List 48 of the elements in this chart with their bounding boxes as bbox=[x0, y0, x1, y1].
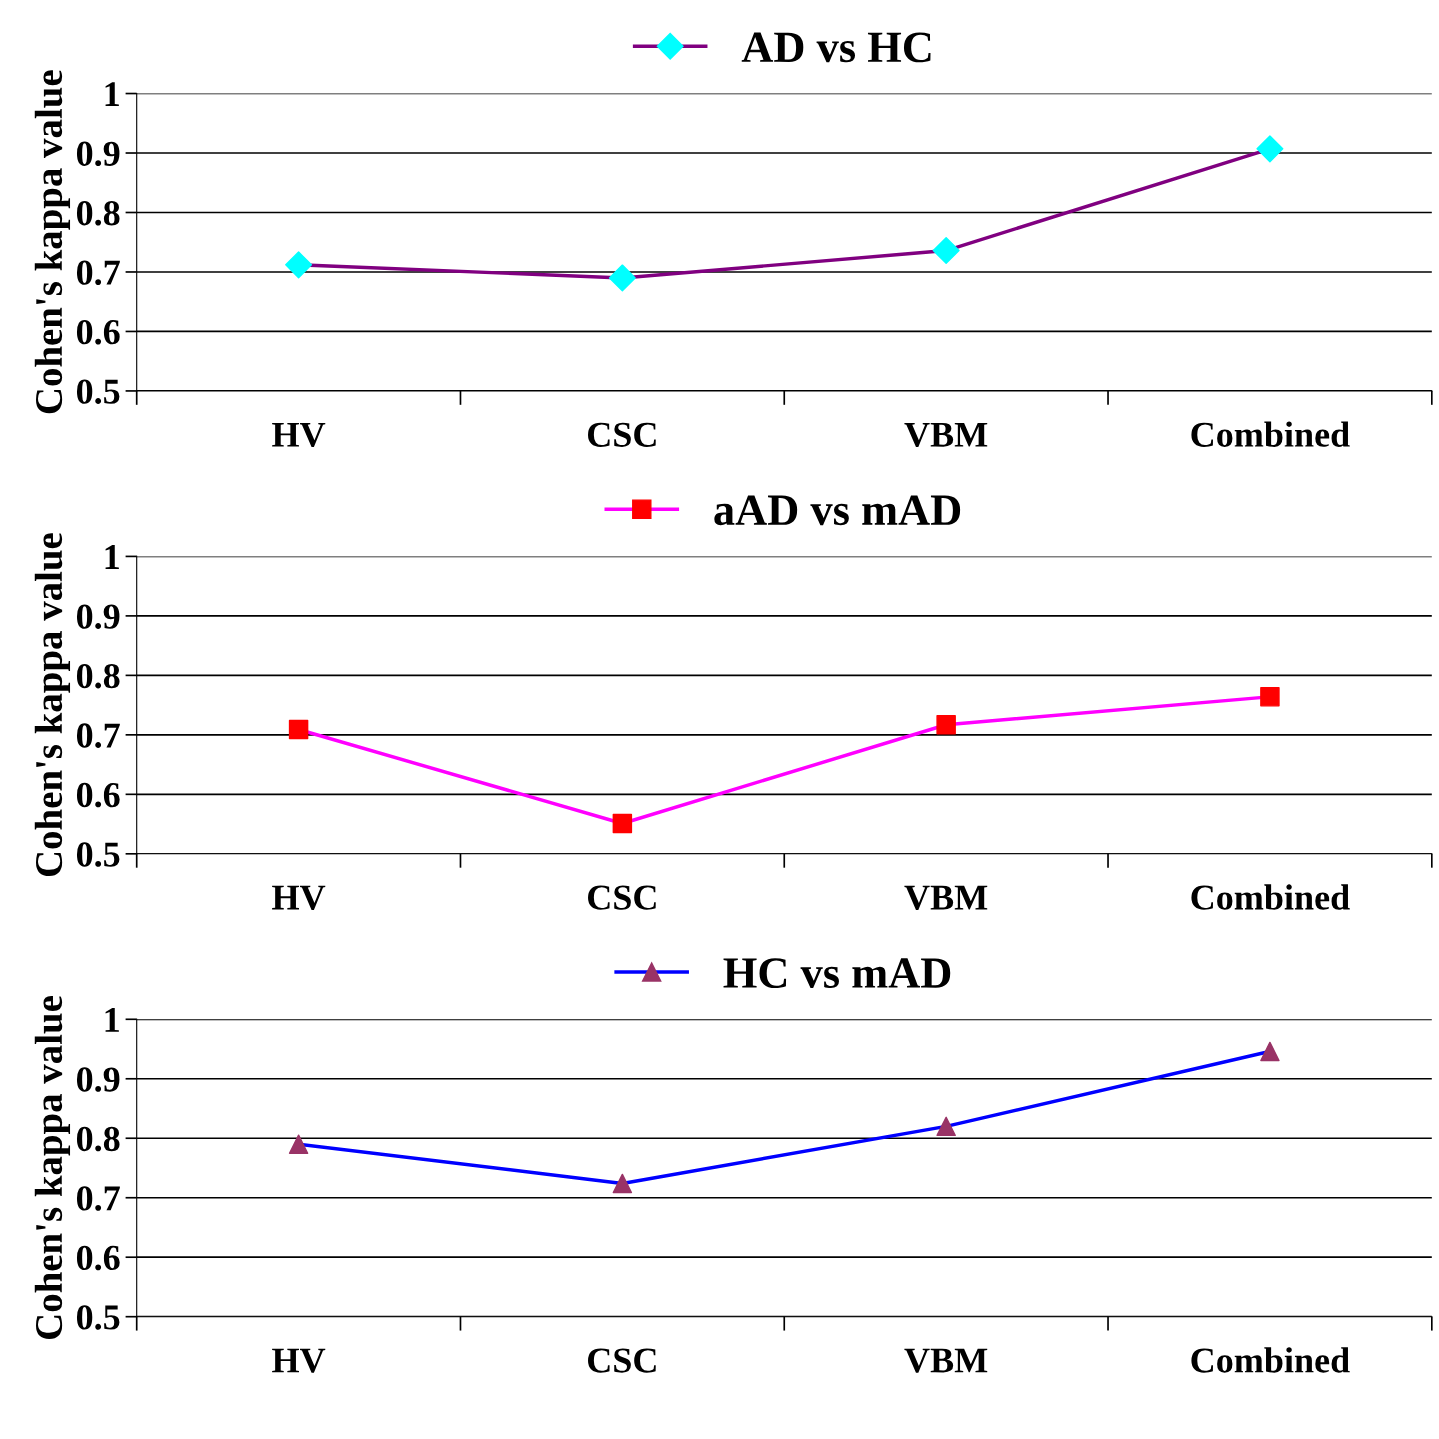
legend-label: HC vs mAD bbox=[723, 958, 951, 989]
point bbox=[1260, 687, 1280, 707]
x-tick-label: VBM bbox=[904, 422, 988, 448]
y-axis-title: Cohen's kappa value bbox=[34, 996, 71, 1339]
y-tick-label: 0.7 bbox=[76, 723, 120, 748]
x-tick-label: Combined bbox=[1191, 884, 1350, 910]
y-tick-label: 0.6 bbox=[76, 1245, 120, 1271]
x-tick-label: HV bbox=[272, 1348, 326, 1373]
y-tick-label: 0.7 bbox=[76, 1186, 120, 1211]
y-tick-label: 0.5 bbox=[76, 379, 120, 404]
point bbox=[1256, 135, 1284, 163]
y-tick-label: 0.5 bbox=[76, 1305, 120, 1330]
y-tick-label: 1 bbox=[105, 545, 119, 569]
point bbox=[612, 1173, 633, 1194]
point bbox=[932, 237, 960, 265]
y-tick-label: 0.5 bbox=[76, 842, 120, 867]
y-axis-title: Cohen's kappa value bbox=[34, 533, 71, 877]
x-tick-label: CSC bbox=[588, 1348, 656, 1373]
x-tick-label: VBM bbox=[904, 1348, 988, 1373]
point bbox=[288, 1134, 309, 1154]
y-tick-label: 0.9 bbox=[76, 604, 120, 629]
x-tick-label: CSC bbox=[588, 885, 656, 910]
legend-label: AD vs HC bbox=[741, 32, 931, 63]
point bbox=[936, 714, 956, 735]
x-tick-label: Combined bbox=[1191, 421, 1350, 447]
y-tick-label: 0.7 bbox=[76, 260, 120, 286]
x-tick-label: Combined bbox=[1191, 1347, 1350, 1373]
point bbox=[288, 719, 309, 740]
y-tick-label: 1 bbox=[105, 1007, 119, 1032]
legend-label: aAD vs mAD bbox=[714, 495, 961, 526]
x-tick-label: HV bbox=[272, 422, 326, 448]
point bbox=[612, 813, 633, 834]
y-tick-label: 0.9 bbox=[76, 141, 120, 167]
y-axis-title: Cohen's kappa value bbox=[34, 70, 71, 414]
point bbox=[285, 251, 313, 279]
y-tick-label: 0.6 bbox=[76, 782, 120, 808]
x-tick-label: HV bbox=[272, 885, 326, 910]
point bbox=[608, 264, 636, 292]
y-tick-label: 1 bbox=[105, 82, 119, 107]
y-tick-label: 0.8 bbox=[76, 1126, 120, 1152]
point bbox=[936, 1116, 956, 1137]
y-tick-label: 0.9 bbox=[76, 1067, 120, 1092]
point bbox=[1260, 1041, 1280, 1062]
y-tick-label: 0.6 bbox=[76, 319, 120, 345]
x-tick-label: CSC bbox=[588, 422, 656, 447]
x-tick-label: VBM bbox=[904, 885, 988, 910]
y-tick-label: 0.8 bbox=[76, 663, 120, 689]
y-tick-label: 0.8 bbox=[76, 201, 120, 226]
